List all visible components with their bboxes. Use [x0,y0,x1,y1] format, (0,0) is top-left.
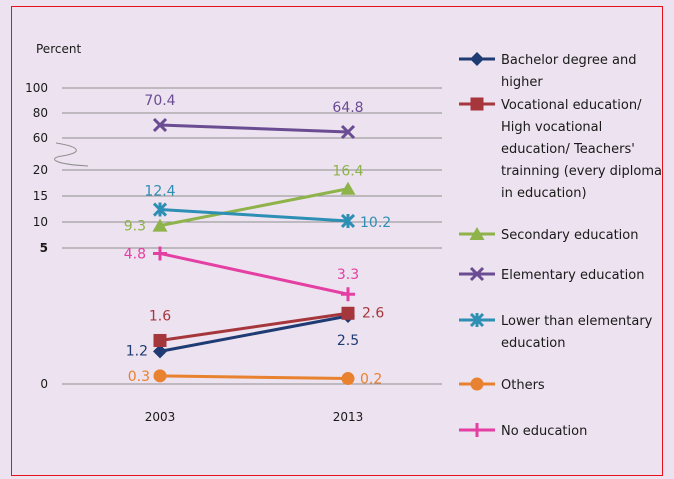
series-6: 4.8 3.3 [124,246,359,302]
series-5: 0.3 0.2 [128,369,383,388]
legend-marker-4 [469,312,485,328]
data-label-1-0: 1.6 [149,308,171,324]
y-axis-break [54,142,89,167]
series-2: 9.3 16.4 [124,164,364,235]
legend-label-0-0: Bachelor degree and [501,53,636,68]
legend-label-4-1: education [501,336,566,351]
legend-item-1: Vocational education/High vocational educ… [459,97,662,201]
data-point-4-0 [152,202,168,217]
data-point-3-0 [152,117,168,133]
legend-label-1-3: trainning (every diploma [501,164,662,179]
data-label-2-1: 16.4 [332,164,363,180]
data-point-0-0 [153,344,167,359]
data-label-6-1: 3.3 [337,267,359,283]
series-line-6 [159,251,349,296]
legend-label-6-0: No education [501,424,587,439]
legend-marker-3 [469,266,485,282]
data-point-6-1 [341,287,355,302]
legend-item-5: Others [459,377,545,393]
data-point-1-1 [341,306,355,320]
chart: 100 80 60 20 15 10 5 0 Percent 2003 2013 1.2 2.5 1.6 2… [25,42,662,439]
y-axis-label: Percent [36,42,81,56]
legend-label-2-0: Secondary education [501,228,638,243]
series-line-3 [159,123,349,134]
legend-item-2: Secondary education [459,227,638,243]
legend-item-4: Lower than elementary education [459,312,653,351]
data-label-4-0: 12.4 [144,184,175,200]
data-point-5-1 [341,372,355,386]
legend-label-1-1: High vocational [501,120,602,135]
legend-marker-2 [469,227,485,240]
legend-label-1-4: in education) [501,186,587,201]
legend-label-3-0: Elementary education [501,268,644,283]
data-label-3-0: 70.4 [144,93,175,109]
x-tick-2013: 2013 [333,410,364,424]
data-point-2-1 [340,181,356,195]
y-tick-0: 0 [40,377,48,391]
legend-label-1-2: education/ Teachers' [501,142,635,157]
y-tick-15: 15 [33,189,48,203]
x-tick-2003: 2003 [145,410,176,424]
series-line-2 [159,187,349,228]
legend-item-0: Bachelor degree and higher [459,52,636,90]
legend-marker-0 [470,52,484,66]
y-tick-5: 5 [40,241,48,255]
legend-label-0-1: higher [501,75,543,90]
legend-label-5-0: Others [501,378,545,393]
data-point-1-0 [153,333,167,347]
series-1: 1.6 2.6 [149,305,384,347]
data-point-3-1 [340,124,356,140]
data-label-1-1: 2.6 [362,305,384,321]
data-point-5-0 [153,369,167,383]
y-tick-20: 20 [33,163,48,177]
legend-item-3: Elementary education [459,266,644,283]
series-line-4 [159,208,349,223]
series-line-5 [159,374,349,381]
legend-item-6: No education [459,423,587,439]
data-label-0-1: 2.5 [337,333,359,349]
data-point-2-0 [152,218,168,232]
legend-label-1-0: Vocational education/ [501,98,642,113]
data-label-6-0: 4.8 [124,246,146,262]
chart-frame: 100 80 60 20 15 10 5 0 Percent 2003 2013 1.2 2.5 1.6 2… [11,6,663,476]
series-line-0 [159,314,349,353]
data-point-4-1 [340,213,356,229]
data-label-3-1: 64.8 [332,100,363,116]
series-line-1 [159,311,349,342]
data-label-0-0: 1.2 [126,343,148,359]
data-label-4-1: 10.2 [360,215,391,231]
y-tick-80: 80 [33,106,48,120]
series-3: 70.4 64.8 [144,93,364,140]
legend-marker-5 [470,377,484,391]
y-tick-100: 100 [25,81,48,95]
data-label-2-0: 9.3 [124,219,146,235]
data-point-6-0 [153,246,167,261]
data-label-5-1: 0.2 [360,372,382,388]
series-4: 12.4 10.2 [144,184,391,231]
legend-marker-6 [470,423,484,437]
data-label-5-0: 0.3 [128,369,150,385]
y-tick-10: 10 [33,215,48,229]
legend-label-4-0: Lower than elementary [501,314,653,329]
legend-marker-1 [470,97,484,111]
y-tick-60: 60 [33,131,48,145]
